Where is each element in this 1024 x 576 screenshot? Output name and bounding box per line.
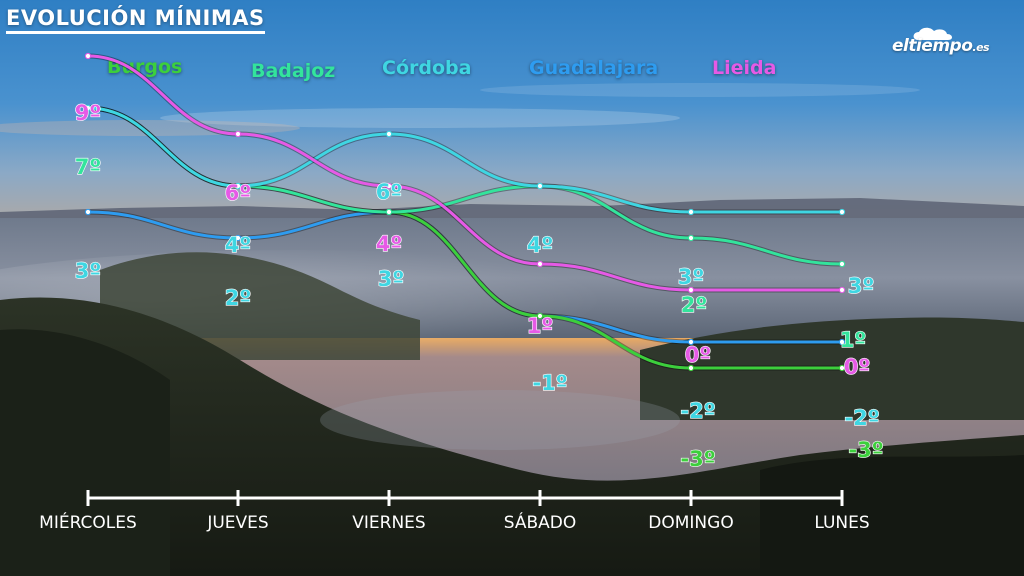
data-point-cordoba <box>687 208 695 216</box>
data-point-lieida <box>536 260 544 268</box>
data-point-badajoz <box>838 260 846 268</box>
x-tick-label: SÁBADO <box>504 511 577 533</box>
series-line-guadalajara <box>87 210 842 344</box>
data-label: 4º <box>376 232 402 256</box>
data-label: 2º <box>225 286 251 310</box>
data-label: 1º <box>840 328 866 352</box>
legend-cordoba: Córdoba <box>382 57 472 79</box>
data-point-burgos <box>687 364 695 372</box>
series-line-badajoz <box>87 106 843 266</box>
data-label: 0º <box>685 343 711 367</box>
data-label: 2º <box>681 293 707 317</box>
legend-burgos: Burgos <box>107 56 183 78</box>
data-label: -3º <box>680 447 715 471</box>
data-point-lieida <box>687 286 695 294</box>
x-tick-label: LUNES <box>814 513 869 533</box>
data-point-cordoba <box>84 104 92 112</box>
data-label: 4º <box>225 233 251 257</box>
series-line-cordoba <box>87 106 842 214</box>
data-point-cordoba <box>234 182 242 190</box>
x-tick-label: DOMINGO <box>648 513 733 533</box>
cloud-icon <box>913 27 953 40</box>
data-label: 7º <box>75 155 101 179</box>
logo-tld: .es <box>972 41 990 54</box>
series-line-burgos <box>87 106 842 370</box>
legend-lieida: Lieida <box>712 57 777 79</box>
data-label: -3º <box>848 438 883 462</box>
x-tick-label: MIÉRCOLES <box>39 511 137 533</box>
data-label: 3º <box>848 274 874 298</box>
data-point-badajoz <box>687 234 695 242</box>
data-point-guadalajara <box>687 338 695 346</box>
series-shadow-burgos <box>87 105 842 371</box>
data-point-lieida <box>234 130 242 138</box>
chart-legend: Burgos Badajoz Córdoba Guadalajara Lieid… <box>0 0 1024 100</box>
data-point-lieida <box>84 52 92 60</box>
data-label: 3º <box>378 267 404 291</box>
data-label: 6º <box>225 181 251 205</box>
data-label: 1º <box>527 314 553 338</box>
series-shadow-lieida <box>87 53 842 293</box>
data-label: -1º <box>532 371 567 395</box>
data-point-cordoba <box>536 182 544 190</box>
legend-badajoz: Badajoz <box>251 60 336 82</box>
x-tick-label: JUEVES <box>206 513 268 533</box>
chart-title: EVOLUCIÓN MÍNIMAS <box>6 6 265 34</box>
eltiempo-logo: eltiempo.es <box>892 26 1002 60</box>
data-label: 3º <box>678 265 704 289</box>
data-point-cordoba <box>838 208 846 216</box>
data-point-guadalajara <box>234 234 242 242</box>
data-point-badajoz <box>385 208 393 216</box>
series-line-lieida <box>87 54 842 292</box>
data-point-burgos <box>536 312 544 320</box>
data-label: 0º <box>844 355 870 379</box>
data-point-guadalajara <box>84 208 92 216</box>
series-shadow-guadalajara <box>87 209 842 345</box>
data-point-guadalajara <box>838 338 846 346</box>
data-label: -2º <box>680 399 715 423</box>
data-label: 4º <box>527 233 553 257</box>
x-tick-label: VIERNES <box>352 513 425 533</box>
logo-name: eltiempo <box>892 36 973 56</box>
data-point-lieida <box>838 286 846 294</box>
data-point-cordoba <box>385 130 393 138</box>
data-label: 6º <box>376 180 402 204</box>
data-label: 9º <box>75 101 101 125</box>
data-label: 3º <box>75 259 101 283</box>
data-point-burgos <box>838 364 846 372</box>
data-point-lieida <box>385 182 393 190</box>
data-label: -2º <box>844 406 879 430</box>
legend-guadalajara: Guadalajara <box>529 57 659 79</box>
